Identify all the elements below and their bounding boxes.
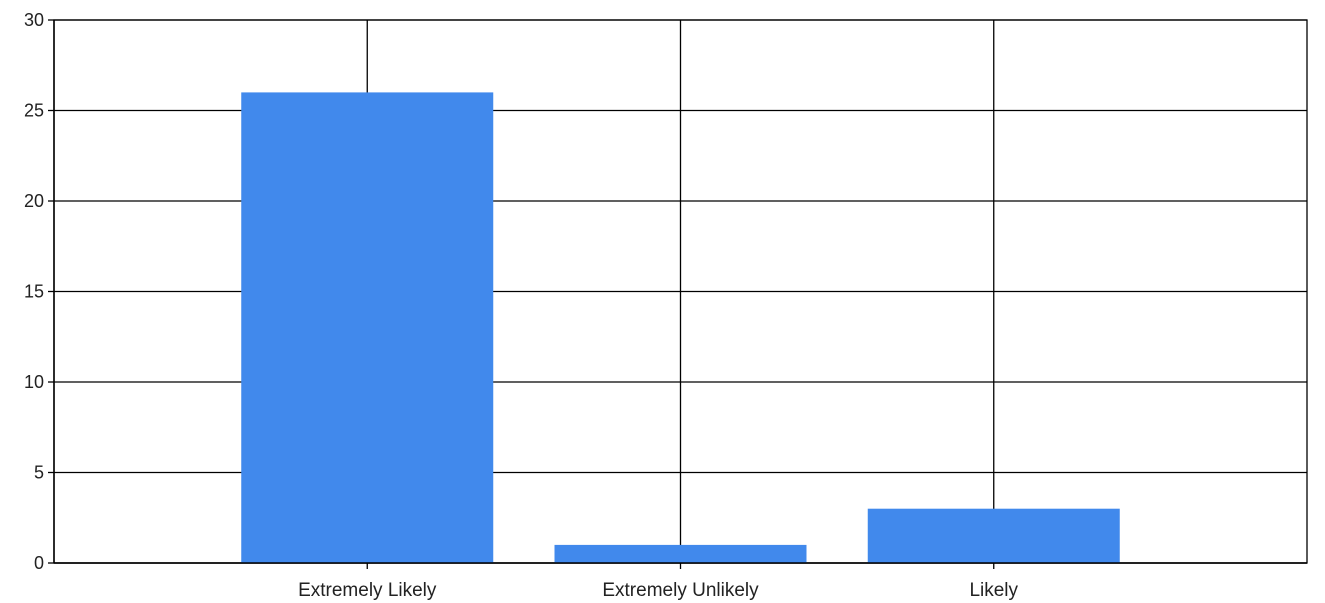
y-tick-label: 25 <box>24 101 44 121</box>
y-tick-label: 15 <box>24 282 44 302</box>
label-layer: 0 5 10 15 20 25 30 Extremely Likely Extremely Un… <box>24 10 1019 601</box>
bar-extremely-unlikely <box>554 544 807 563</box>
y-tick-label: 20 <box>24 191 44 211</box>
y-tick-label: 10 <box>24 372 44 392</box>
x-category-label: Extremely Likely <box>298 580 437 601</box>
y-tick-label: 30 <box>24 10 44 30</box>
bar-likely <box>867 508 1120 563</box>
bar-extremely-likely <box>241 92 494 564</box>
y-tick-label: 5 <box>34 463 44 483</box>
axis-layer <box>48 19 1307 569</box>
bar-layer <box>241 92 1120 564</box>
y-tick-label: 0 <box>34 553 44 573</box>
x-category-label: Likely <box>969 580 1018 601</box>
x-category-label: Extremely Unlikely <box>602 580 759 601</box>
